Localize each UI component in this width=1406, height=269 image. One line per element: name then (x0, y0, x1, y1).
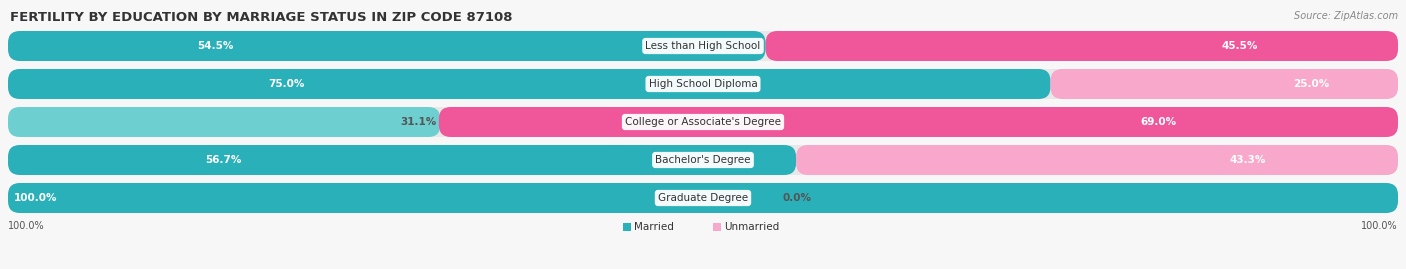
FancyBboxPatch shape (623, 223, 631, 231)
Text: 25.0%: 25.0% (1294, 79, 1329, 89)
FancyBboxPatch shape (439, 107, 1398, 137)
FancyBboxPatch shape (8, 31, 1398, 61)
Text: Less than High School: Less than High School (645, 41, 761, 51)
Text: 54.5%: 54.5% (197, 41, 233, 51)
Text: Married: Married (634, 222, 673, 232)
FancyBboxPatch shape (713, 223, 721, 231)
FancyBboxPatch shape (8, 145, 1398, 175)
Text: FERTILITY BY EDUCATION BY MARRIAGE STATUS IN ZIP CODE 87108: FERTILITY BY EDUCATION BY MARRIAGE STATU… (10, 11, 513, 24)
FancyBboxPatch shape (8, 145, 796, 175)
FancyBboxPatch shape (8, 69, 1398, 99)
FancyBboxPatch shape (8, 183, 1398, 213)
Text: Source: ZipAtlas.com: Source: ZipAtlas.com (1294, 11, 1398, 21)
Text: 45.5%: 45.5% (1222, 41, 1258, 51)
Text: College or Associate's Degree: College or Associate's Degree (626, 117, 780, 127)
FancyBboxPatch shape (796, 145, 1398, 175)
FancyBboxPatch shape (8, 107, 1398, 137)
Text: 100.0%: 100.0% (14, 193, 58, 203)
FancyBboxPatch shape (1050, 69, 1398, 99)
FancyBboxPatch shape (8, 183, 1398, 213)
Text: 75.0%: 75.0% (269, 79, 305, 89)
Text: Unmarried: Unmarried (724, 222, 779, 232)
FancyBboxPatch shape (8, 31, 765, 61)
FancyBboxPatch shape (8, 69, 1050, 99)
Text: 56.7%: 56.7% (205, 155, 242, 165)
Text: Bachelor's Degree: Bachelor's Degree (655, 155, 751, 165)
Text: High School Diploma: High School Diploma (648, 79, 758, 89)
Text: 100.0%: 100.0% (1361, 221, 1398, 231)
Text: 0.0%: 0.0% (783, 193, 811, 203)
FancyBboxPatch shape (765, 31, 1398, 61)
Text: 100.0%: 100.0% (8, 221, 45, 231)
FancyBboxPatch shape (8, 107, 440, 137)
Text: 43.3%: 43.3% (1229, 155, 1265, 165)
Text: 69.0%: 69.0% (1140, 117, 1177, 127)
Text: Graduate Degree: Graduate Degree (658, 193, 748, 203)
Text: 31.1%: 31.1% (401, 117, 436, 127)
